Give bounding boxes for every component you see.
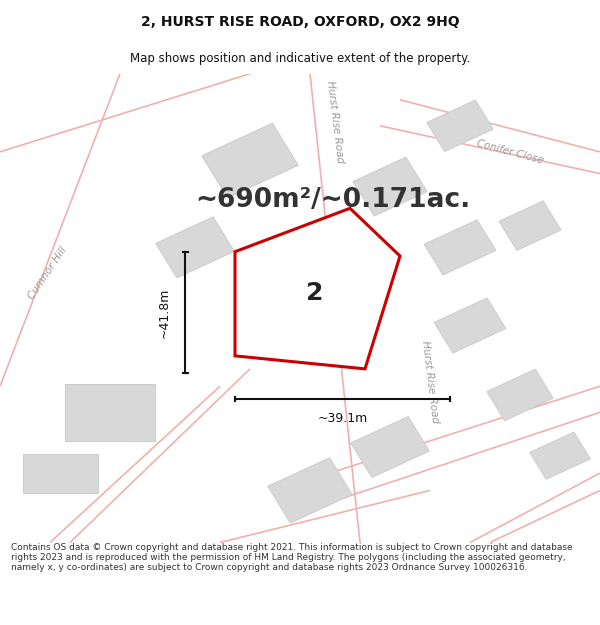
Bar: [424, 220, 496, 275]
Text: Contains OS data © Crown copyright and database right 2021. This information is : Contains OS data © Crown copyright and d…: [11, 542, 572, 572]
Text: ~41.8m: ~41.8m: [158, 288, 171, 338]
Text: Conifer Close: Conifer Close: [475, 138, 545, 166]
Bar: [202, 123, 298, 198]
Bar: [351, 416, 429, 478]
Bar: [268, 458, 352, 523]
Text: Map shows position and indicative extent of the property.: Map shows position and indicative extent…: [130, 52, 470, 64]
Bar: [427, 100, 493, 152]
Text: ~690m²/~0.171ac.: ~690m²/~0.171ac.: [195, 187, 470, 213]
Bar: [487, 369, 553, 421]
Bar: [434, 298, 506, 353]
Text: Cumnor Hill: Cumnor Hill: [27, 246, 69, 301]
Bar: [65, 384, 155, 441]
Text: 2, HURST RISE ROAD, OXFORD, OX2 9HQ: 2, HURST RISE ROAD, OXFORD, OX2 9HQ: [140, 15, 460, 29]
Bar: [23, 454, 97, 493]
Text: 2: 2: [307, 281, 323, 306]
Bar: [530, 432, 590, 479]
Bar: [156, 217, 234, 278]
Bar: [353, 157, 427, 216]
Bar: [499, 201, 561, 251]
Text: Hurst Rise Road: Hurst Rise Road: [420, 340, 440, 424]
Polygon shape: [235, 208, 400, 369]
Text: ~39.1m: ~39.1m: [317, 412, 368, 425]
Text: Hurst Rise Road: Hurst Rise Road: [325, 79, 345, 163]
